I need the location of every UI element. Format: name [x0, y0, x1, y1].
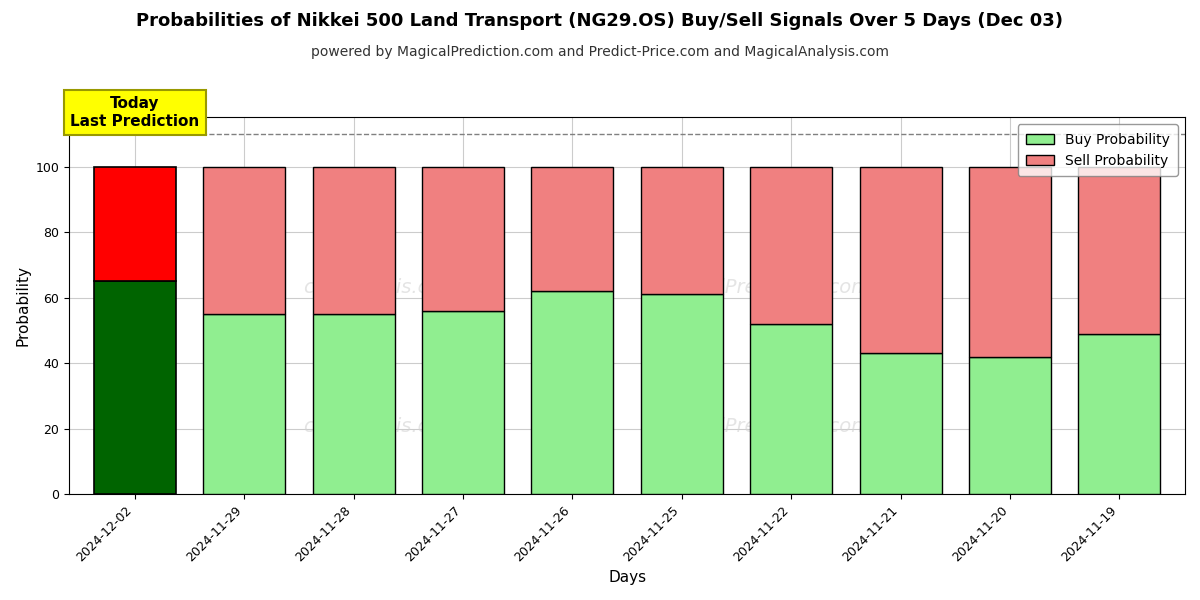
- Bar: [641, 295, 722, 494]
- Text: calAnalysis.com: calAnalysis.com: [304, 417, 460, 436]
- Text: Today
Last Prediction: Today Last Prediction: [70, 97, 199, 129]
- Bar: [968, 167, 1051, 357]
- Bar: [203, 167, 286, 314]
- Bar: [312, 314, 395, 494]
- Bar: [422, 311, 504, 494]
- Text: MagicalPrediction.com: MagicalPrediction.com: [650, 278, 871, 296]
- Text: calAnalysis.com: calAnalysis.com: [304, 278, 460, 296]
- Bar: [1079, 334, 1160, 494]
- Text: MagicalPrediction.com: MagicalPrediction.com: [650, 417, 871, 436]
- Bar: [750, 324, 832, 494]
- Bar: [203, 314, 286, 494]
- Legend: Buy Probability, Sell Probability: Buy Probability, Sell Probability: [1018, 124, 1178, 176]
- Bar: [94, 167, 176, 281]
- Bar: [1079, 167, 1160, 334]
- X-axis label: Days: Days: [608, 570, 646, 585]
- Bar: [968, 357, 1051, 494]
- Bar: [422, 167, 504, 311]
- Bar: [312, 167, 395, 314]
- Bar: [532, 291, 613, 494]
- Y-axis label: Probability: Probability: [16, 265, 30, 346]
- Text: Probabilities of Nikkei 500 Land Transport (NG29.OS) Buy/Sell Signals Over 5 Day: Probabilities of Nikkei 500 Land Transpo…: [137, 12, 1063, 30]
- Bar: [859, 353, 942, 494]
- Bar: [641, 167, 722, 295]
- Bar: [859, 167, 942, 353]
- Bar: [750, 167, 832, 324]
- Bar: [94, 281, 176, 494]
- Bar: [532, 167, 613, 291]
- Text: powered by MagicalPrediction.com and Predict-Price.com and MagicalAnalysis.com: powered by MagicalPrediction.com and Pre…: [311, 45, 889, 59]
